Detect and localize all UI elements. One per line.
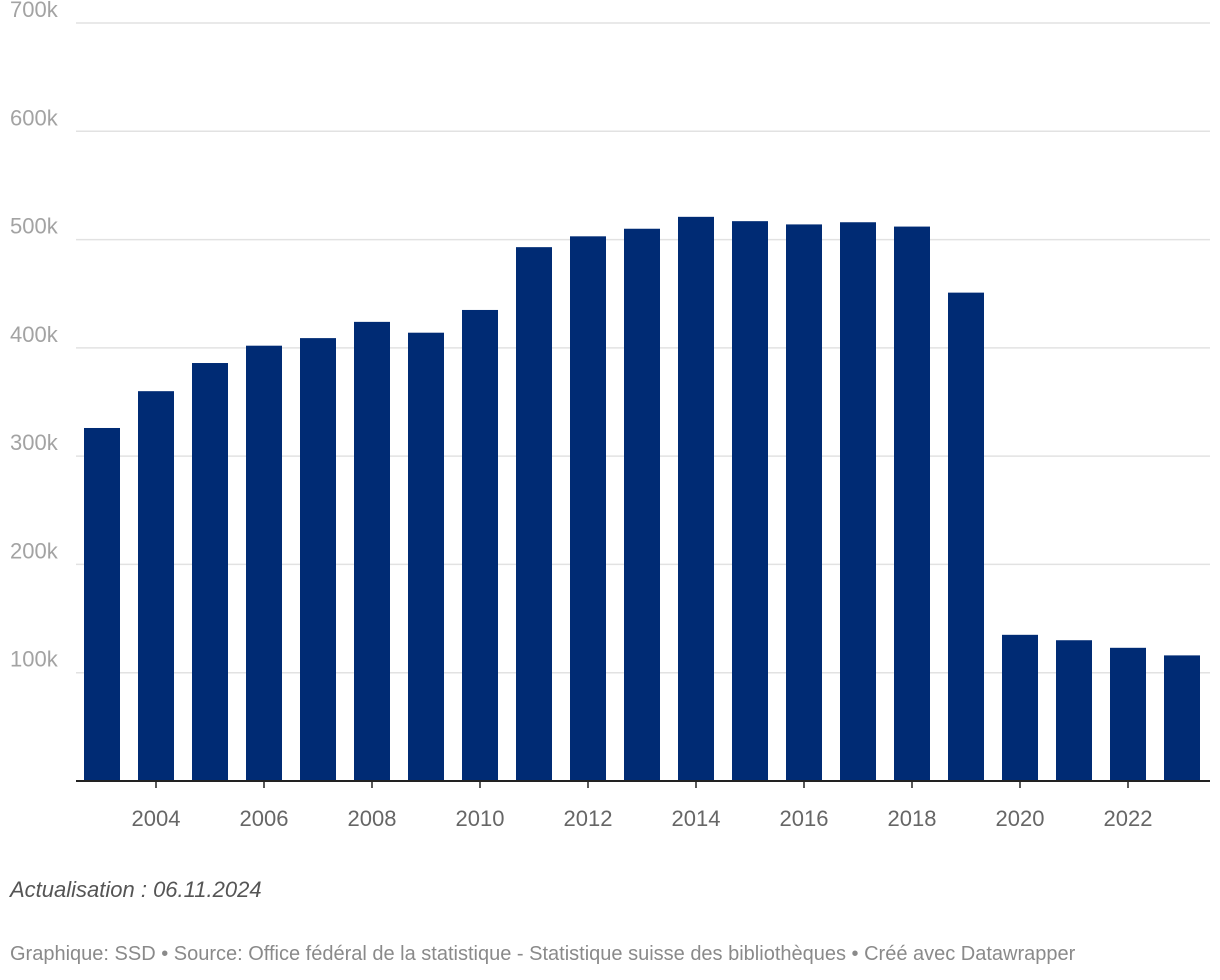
bar-2022: [1110, 647, 1146, 781]
bar-2005: [192, 363, 228, 781]
bar-2018: [894, 226, 930, 781]
x-axis-ticks: [155, 781, 1129, 788]
x-tick-label-2010: 2010: [456, 806, 505, 831]
y-tick-label-300k: 300k: [10, 430, 59, 455]
update-date-note: Actualisation : 06.11.2024: [10, 877, 262, 902]
source-footer: Graphique: SSD • Source: Office fédéral …: [10, 943, 1076, 965]
x-tick-label-2012: 2012: [564, 806, 613, 831]
bar-2014: [678, 216, 714, 781]
bar-2012: [570, 236, 606, 781]
bar-2021: [1056, 640, 1092, 781]
bar-2008: [354, 321, 390, 781]
bar-2015: [732, 221, 768, 782]
bar-2023: [1164, 655, 1200, 781]
x-tick-label-2004: 2004: [132, 806, 181, 831]
x-axis-labels: 2004 2006 2008 2010 2012 2014 2016 2018 2020 2022: [132, 806, 1153, 831]
x-tick-label-2016: 2016: [780, 806, 829, 831]
bars: [84, 216, 1200, 782]
bar-2019: [948, 292, 984, 781]
x-tick-label-2008: 2008: [348, 806, 397, 831]
y-tick-label-200k: 200k: [10, 538, 59, 563]
bar-2016: [786, 224, 822, 781]
y-tick-label-500k: 500k: [10, 214, 59, 239]
x-tick-label-2006: 2006: [240, 806, 289, 831]
bar-2004: [138, 391, 174, 781]
x-tick-label-2018: 2018: [888, 806, 937, 831]
x-tick-label-2020: 2020: [996, 806, 1045, 831]
bar-2010: [462, 309, 498, 781]
y-tick-label-400k: 400k: [10, 322, 59, 347]
bar-2020: [1002, 634, 1038, 781]
bar-2007: [300, 338, 336, 781]
x-tick-label-2014: 2014: [672, 806, 721, 831]
bar-2003: [84, 427, 120, 781]
y-tick-label-100k: 100k: [10, 647, 59, 672]
y-tick-label-600k: 600k: [10, 105, 59, 130]
y-tick-label-700k: 700k: [10, 0, 59, 22]
bar-2009: [408, 332, 444, 781]
x-tick-label-2022: 2022: [1104, 806, 1153, 831]
bar-2011: [516, 247, 552, 781]
bar-2013: [624, 228, 660, 781]
bar-2006: [246, 345, 282, 781]
y-axis-labels: 100k 200k 300k 400k 500k 600k 700k: [10, 0, 59, 672]
bar-2017: [840, 222, 876, 781]
